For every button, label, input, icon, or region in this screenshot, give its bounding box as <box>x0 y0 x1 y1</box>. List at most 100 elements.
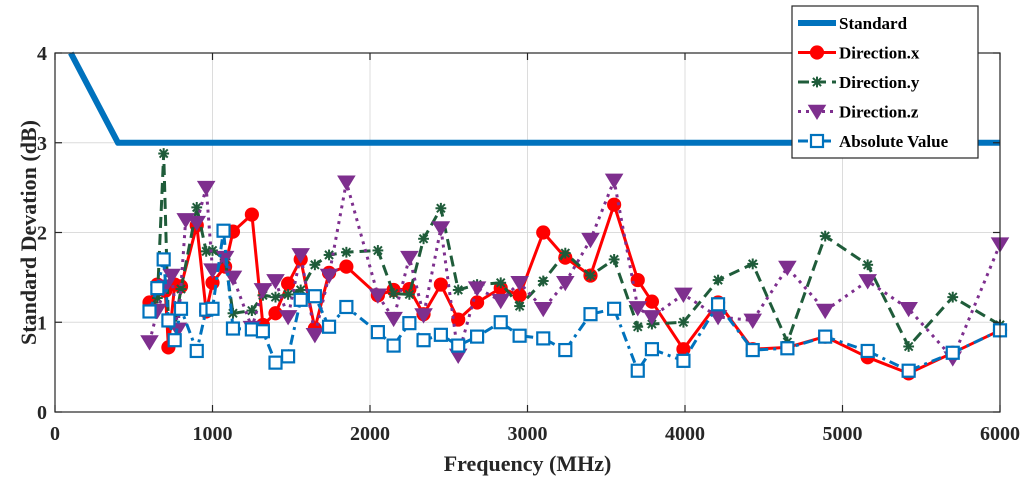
data-point-direction-z <box>291 248 310 264</box>
y-tick-label: 1 <box>37 312 47 334</box>
data-point-absolute-value <box>745 342 760 358</box>
data-point-direction-z <box>337 175 356 191</box>
data-point-absolute-value <box>386 338 401 353</box>
legend-label: Direction.y <box>839 73 920 92</box>
data-point-direction-z <box>491 293 511 310</box>
legend-item-direction-y: Direction.y <box>798 73 920 92</box>
data-point-absolute-value <box>630 363 645 378</box>
data-point-direction-z <box>581 232 600 249</box>
data-point-absolute-value <box>225 321 241 336</box>
star-stroke <box>283 289 293 300</box>
data-point-direction-y <box>158 148 170 159</box>
star-stroke <box>436 203 446 214</box>
data-point-absolute-value <box>470 329 485 344</box>
data-point-direction-z <box>815 303 835 320</box>
star-stroke <box>609 254 619 265</box>
legend-label: Standard <box>839 14 908 33</box>
star-stroke <box>247 305 257 316</box>
data-point-direction-z <box>510 275 529 292</box>
data-point-absolute-value <box>293 292 308 307</box>
data-point-absolute-value <box>402 316 417 331</box>
data-point-direction-y <box>495 277 507 289</box>
data-point-absolute-value <box>167 333 182 348</box>
data-point-absolute-value <box>370 325 385 340</box>
star-stroke <box>191 202 202 213</box>
star-stroke <box>560 248 571 258</box>
data-point-absolute-value <box>339 299 354 315</box>
data-point-absolute-value <box>161 313 176 328</box>
axes <box>54 52 1001 413</box>
legend-label: Direction.x <box>839 44 920 63</box>
data-point-direction-z <box>533 301 553 318</box>
data-point-direction-y <box>452 284 464 296</box>
data-point-direction-x <box>536 225 551 240</box>
series-absolute-value <box>142 223 1008 378</box>
data-point-direction-z <box>778 260 797 277</box>
data-point-absolute-value <box>255 324 270 339</box>
y-tick-label: 3 <box>37 133 47 155</box>
star-stroke <box>632 321 643 332</box>
star-stroke <box>903 341 914 352</box>
star-stroke <box>388 288 399 299</box>
star-stroke <box>418 234 429 244</box>
data-point-direction-z <box>384 311 403 328</box>
data-point-absolute-value <box>583 307 598 322</box>
data-point-direction-x <box>451 312 466 327</box>
data-point-absolute-value <box>945 345 960 360</box>
data-point-absolute-value <box>607 301 622 316</box>
x-tick-label: 0 <box>50 423 60 445</box>
data-point-direction-y <box>295 284 307 296</box>
star-stroke <box>373 245 383 256</box>
data-point-absolute-value <box>142 304 157 319</box>
x-tick-label: 3000 <box>508 423 548 445</box>
data-point-direction-y <box>712 274 724 286</box>
x-tick-label: 2000 <box>350 423 390 445</box>
x-tick-label: 5000 <box>823 423 863 445</box>
star-stroke <box>270 292 281 302</box>
star-stroke <box>324 250 334 260</box>
legend-swatch-marker <box>807 104 827 121</box>
data-point-direction-y <box>403 289 415 300</box>
data-point-direction-y <box>585 270 596 281</box>
data-point-direction-z <box>674 287 693 303</box>
data-point-direction-z <box>467 281 487 297</box>
star-stroke <box>678 317 689 328</box>
star-stroke <box>538 276 549 286</box>
legend-label: Direction.z <box>839 103 919 122</box>
data-point-direction-y <box>632 321 644 333</box>
data-point-direction-y <box>207 245 218 256</box>
data-point-direction-z <box>431 221 451 237</box>
star-stroke <box>812 77 822 87</box>
data-point-direction-y <box>608 254 620 265</box>
legend: Standard Direction.x Direction.y Direction.… <box>791 5 979 159</box>
data-point-direction-y <box>270 291 281 303</box>
data-point-direction-x <box>433 277 448 292</box>
legend-label: Absolute Value <box>839 132 949 151</box>
legend-swatch-marker <box>809 133 825 149</box>
star-stroke <box>341 247 352 258</box>
data-point-direction-y <box>388 288 400 299</box>
star-stroke <box>207 245 218 256</box>
data-point-absolute-value <box>676 353 691 368</box>
star-stroke <box>862 260 873 270</box>
data-point-direction-x <box>281 276 296 291</box>
data-point-direction-z <box>414 308 433 324</box>
data-point-absolute-value <box>901 363 916 378</box>
star-stroke <box>585 270 596 281</box>
data-point-absolute-value <box>451 338 466 353</box>
tick-labels: 0 1000 2000 3000 4000 5000 6000 0 1 2 3 4 <box>37 43 1020 445</box>
data-point-absolute-value <box>281 349 296 364</box>
star-stroke <box>947 292 958 302</box>
data-point-direction-y <box>372 245 384 256</box>
data-point-direction-z <box>899 301 918 318</box>
star-stroke <box>201 246 211 257</box>
data-point-absolute-value <box>780 341 795 356</box>
series-line-standard <box>68 51 1000 146</box>
data-point-direction-x <box>268 306 283 321</box>
data-point-absolute-value <box>216 223 231 238</box>
data-point-direction-y <box>418 233 429 245</box>
legend-item-standard: Standard <box>798 14 908 33</box>
star-stroke <box>295 285 306 295</box>
data-point-direction-z <box>556 275 575 292</box>
x-tick-label: 4000 <box>665 423 705 445</box>
